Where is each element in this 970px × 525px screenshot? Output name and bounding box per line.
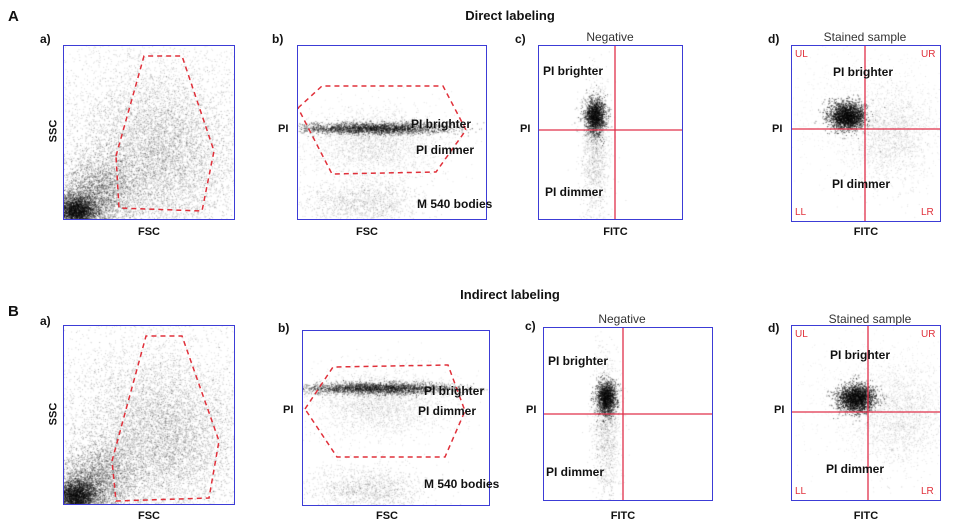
- panel-a-a-plot: [63, 45, 235, 220]
- panel-a-b-xlabel: FSC: [356, 226, 378, 238]
- panel-a-c-dimmer-label: PI dimmer: [545, 185, 604, 199]
- panel-a-c-plot: [538, 45, 683, 220]
- panel-a-d-dimmer-label: PI dimmer: [832, 177, 891, 191]
- section-b-title: Indirect labeling: [460, 287, 560, 302]
- panel-b-d-plot: [791, 325, 941, 501]
- panel-b-d-brighter-label: PI brighter: [830, 348, 891, 362]
- panel-a-d-title: Stained sample: [823, 30, 907, 44]
- gate-overlay: [304, 364, 466, 458]
- panel-b-c-brighter-label: PI brighter: [548, 354, 609, 368]
- panel-a-d-quadrant-lr: LR: [921, 207, 934, 218]
- panel-a-d-letter: d): [768, 32, 780, 46]
- panel-b-d-quadrant-lr: LR: [921, 486, 934, 497]
- panel-a-a-xlabel: FSC: [138, 226, 160, 238]
- panel-b-d-dimmer-label: PI dimmer: [826, 462, 885, 476]
- panel-a-c-ylabel: PI: [520, 123, 531, 135]
- panel-a-b-brighter-label: PI brighter: [411, 117, 472, 131]
- panel-b-d-xlabel: FITC: [853, 510, 879, 522]
- section-b-letter: B: [8, 303, 19, 320]
- panel-b-b-letter: b): [278, 321, 290, 335]
- gate-overlay: [111, 335, 220, 502]
- panel-a-d-quadrant-ll: LL: [795, 207, 807, 218]
- gate-overlay: [298, 85, 467, 175]
- panel-b-a-plot: [63, 325, 235, 505]
- panel-a-c-title: Negative: [586, 30, 634, 44]
- panel-a-d-xlabel: FITC: [853, 226, 879, 238]
- section-a-letter: A: [8, 8, 19, 25]
- gate-polygon: [304, 364, 466, 458]
- panel-b-b-xlabel: FSC: [376, 510, 398, 522]
- panel-b-d-quadrant-ll: LL: [795, 486, 807, 497]
- panel-b-a-ylabel: SSC: [47, 402, 60, 426]
- scatter-canvas: [539, 46, 682, 219]
- panel-a-b-bodies-label: M 540 bodies: [417, 197, 493, 211]
- panel-b-b-ylabel: PI: [283, 404, 294, 416]
- panel-a-c-brighter-label: PI brighter: [543, 64, 604, 78]
- panel-b-c-xlabel: FITC: [610, 510, 636, 522]
- panel-b-a-xlabel: FSC: [138, 510, 160, 522]
- panel-a-d-quadrant-ur: UR: [921, 49, 936, 60]
- panel-b-d-quadrant-ur: UR: [921, 329, 936, 340]
- panel-a-b-plot: [297, 45, 487, 220]
- panel-b-a-letter: a): [40, 314, 51, 328]
- section-a-title: Direct labeling: [465, 8, 555, 23]
- panel-a-d-quadrant-ul: UL: [795, 49, 808, 60]
- quadrant-lines: [792, 46, 940, 221]
- panel-b-b-dimmer-label: PI dimmer: [418, 404, 477, 418]
- panel-a-b-ylabel: PI: [278, 123, 289, 135]
- gate-polygon: [111, 335, 220, 502]
- panel-b-c-plot: [543, 327, 713, 501]
- scatter-canvas: [64, 326, 234, 504]
- panel-a-d-ylabel: PI: [772, 123, 783, 135]
- scatter-canvas: [303, 331, 489, 505]
- panel-a-a-letter: a): [40, 32, 51, 46]
- panel-a-d-plot: [791, 45, 941, 222]
- gate-overlay: [115, 55, 215, 212]
- panel-b-c-letter: c): [525, 319, 536, 333]
- panel-b-c-title: Negative: [598, 312, 646, 326]
- panel-b-b-plot: [302, 330, 490, 506]
- panel-b-b-brighter-label: PI brighter: [424, 384, 485, 398]
- scatter-canvas: [298, 46, 486, 219]
- panel-b-d-ylabel: PI: [774, 404, 785, 416]
- panel-b-d-quadrant-ul: UL: [795, 329, 808, 340]
- panel-a-a-ylabel: SSC: [47, 119, 60, 143]
- quadrant-lines: [792, 326, 940, 500]
- scatter-canvas: [792, 46, 940, 221]
- panel-b-c-ylabel: PI: [526, 404, 537, 416]
- panel-b-d-letter: d): [768, 321, 780, 335]
- panel-a-c-xlabel: FITC: [603, 226, 628, 238]
- quadrant-lines: [544, 328, 712, 500]
- panel-b-b-bodies-label: M 540 bodies: [424, 477, 500, 491]
- panel-a-b-dimmer-label: PI dimmer: [416, 143, 475, 157]
- panel-b-c-dimmer-label: PI dimmer: [546, 465, 605, 479]
- quadrant-lines: [539, 46, 682, 219]
- panel-a-d-brighter-label: PI brighter: [833, 65, 894, 79]
- scatter-canvas: [792, 326, 940, 500]
- panel-a-c-letter: c): [515, 32, 526, 46]
- panel-a-b-letter: b): [272, 32, 284, 46]
- gate-polygon: [115, 55, 215, 212]
- panel-b-d-title: Stained sample: [828, 312, 912, 326]
